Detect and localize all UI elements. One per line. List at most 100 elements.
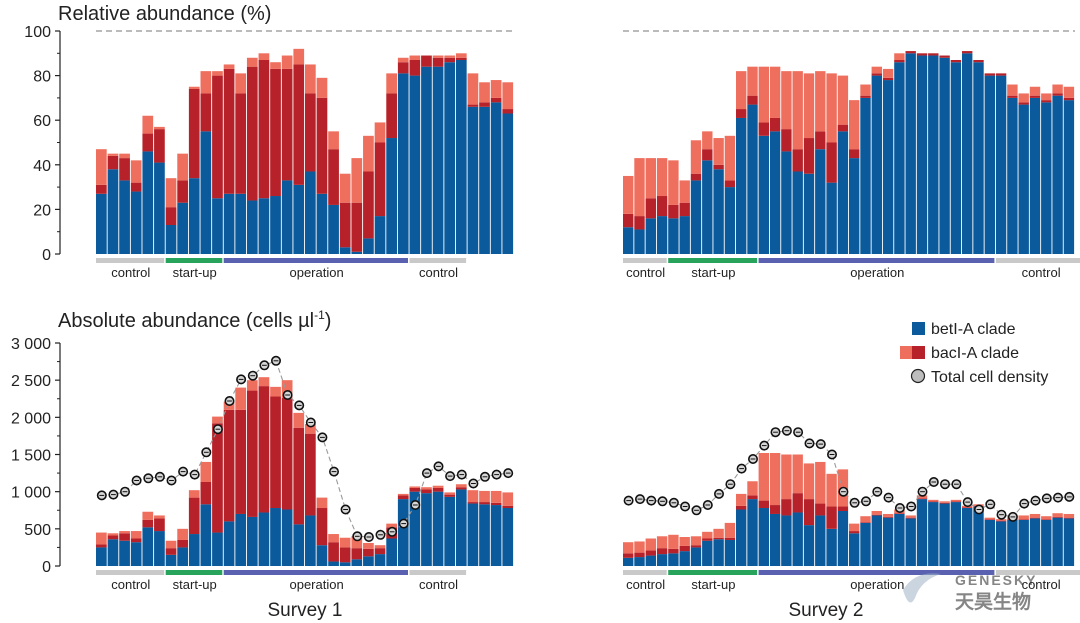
abs1-phase-label-1: start-up bbox=[173, 577, 217, 592]
abs1-bar-14-series-2 bbox=[258, 377, 270, 387]
abs2-bar-22-series-1 bbox=[871, 514, 882, 516]
rel2-bar-2-series-0 bbox=[645, 218, 656, 254]
rel2-bar-18-series-1 bbox=[826, 142, 837, 183]
abs1-phase-label-0: control bbox=[111, 577, 150, 592]
rel1-phase-label-0: control bbox=[111, 265, 150, 280]
rel1-bar-9-series-1 bbox=[200, 93, 212, 132]
abs2-bar-14-series-2 bbox=[781, 454, 792, 500]
abs2-bar-23-series-0 bbox=[882, 517, 894, 566]
rel2-bar-6-series-0 bbox=[690, 180, 702, 254]
rel2-bar-24-series-1 bbox=[894, 59, 905, 63]
rel1-bar-30-series-0 bbox=[444, 62, 456, 254]
absolute-abundance-title: Absolute abundance (cells µl-1) bbox=[58, 308, 331, 332]
rel2-bar-17-series-2 bbox=[815, 71, 826, 132]
rel1-bar-13-series-0 bbox=[246, 200, 258, 254]
rel2-bar-35-series-0 bbox=[1018, 104, 1029, 254]
abs2-bar-2-series-0 bbox=[645, 555, 656, 566]
rel1-bar-32-series-2 bbox=[467, 73, 479, 105]
rel1-bar-26-series-1 bbox=[397, 62, 409, 74]
abs1-bar-23-series-0 bbox=[363, 556, 374, 566]
rel1-bar-33-series-0 bbox=[479, 106, 490, 254]
abs2-bar-39-series-1 bbox=[1063, 517, 1075, 519]
rel2-bar-14-series-1 bbox=[781, 129, 792, 152]
abs1-bar-7-series-1 bbox=[177, 539, 188, 548]
rel2-bar-39-series-1 bbox=[1063, 97, 1075, 101]
rel2-bar-14-series-2 bbox=[781, 71, 792, 130]
rel1-bar-5-series-1 bbox=[154, 129, 165, 163]
abs2-bar-11-series-1 bbox=[747, 495, 758, 500]
legend-swatch-bacI-light bbox=[900, 346, 913, 359]
abs1-bar-5-series-0 bbox=[154, 531, 165, 566]
abs2-bar-33-series-0 bbox=[995, 521, 1007, 566]
abs1-bar-28-series-0 bbox=[421, 493, 432, 566]
abs2-bar-10-series-2 bbox=[736, 493, 747, 506]
rel2-bar-37-series-1 bbox=[1041, 100, 1052, 103]
rel2-bar-22-series-0 bbox=[871, 75, 882, 254]
abs1-ytick-label-4: 2 000 bbox=[11, 410, 51, 427]
rel1-bar-28-series-1 bbox=[421, 55, 432, 67]
rel1-bar-34-series-0 bbox=[490, 102, 502, 254]
abs1-bar-5-series-2 bbox=[154, 515, 165, 519]
rel2-bar-5-series-1 bbox=[679, 202, 690, 217]
rel1-bar-25-series-1 bbox=[386, 93, 397, 139]
rel1-bar-22-series-1 bbox=[351, 202, 363, 252]
abs2-bar-3-series-0 bbox=[656, 554, 668, 566]
rel2-bar-34-series-2 bbox=[1007, 84, 1018, 96]
rel2-bar-2-series-1 bbox=[645, 198, 656, 219]
abs2-bar-22-series-0 bbox=[871, 515, 882, 566]
rel2-bar-16-series-2 bbox=[803, 73, 815, 139]
rel2-bar-17-series-0 bbox=[815, 149, 826, 254]
rel1-phase-bar-3 bbox=[409, 258, 467, 263]
rel1-ytick-label-4: 80 bbox=[33, 69, 51, 86]
rel2-bar-8-series-1 bbox=[713, 164, 724, 170]
abs2-bar-5-series-2 bbox=[679, 537, 690, 546]
rel1-bar-8-series-0 bbox=[188, 178, 200, 254]
rel2-phase-label-2: operation bbox=[850, 265, 904, 280]
rel1-bar-10-series-0 bbox=[212, 198, 223, 254]
abs1-bar-3-series-0 bbox=[130, 542, 142, 566]
abs2-bar-15-series-0 bbox=[792, 512, 803, 566]
rel2-bar-29-series-1 bbox=[950, 59, 962, 63]
rel1-phase-bar-0 bbox=[96, 258, 165, 263]
rel2-bar-4-series-0 bbox=[668, 218, 679, 254]
abs2-bar-23-series-2 bbox=[882, 513, 894, 517]
rel1-ytick-label-2: 40 bbox=[33, 158, 51, 175]
abs1-bar-35-series-0 bbox=[502, 508, 514, 566]
rel2-bar-5-series-0 bbox=[679, 216, 690, 254]
abs2-bar-35-series-0 bbox=[1018, 519, 1029, 566]
rel1-bar-3-series-1 bbox=[130, 182, 142, 192]
rel1-bar-12-series-1 bbox=[235, 93, 247, 194]
abs1-bar-20-series-2 bbox=[328, 534, 339, 543]
rel2-bar-6-series-1 bbox=[690, 173, 702, 181]
abs2-bar-18-series-1 bbox=[826, 506, 837, 529]
rel2-bar-38-series-2 bbox=[1052, 84, 1063, 94]
watermark-en: GENESKY bbox=[955, 572, 1037, 588]
rel2-bar-16-series-0 bbox=[803, 173, 815, 254]
legend-swatch-density bbox=[910, 368, 926, 384]
rel1-bar-13-series-1 bbox=[246, 66, 258, 201]
abs2-bar-36-series-0 bbox=[1029, 518, 1041, 566]
abs1-bar-30-series-0 bbox=[444, 496, 456, 566]
rel1-bar-11-series-0 bbox=[223, 193, 235, 254]
abs2-bar-21-series-1 bbox=[860, 522, 871, 523]
rel2-bar-12-series-1 bbox=[758, 122, 769, 136]
abs1-bar-4-series-2 bbox=[142, 511, 154, 520]
abs1-bar-26-series-2 bbox=[397, 493, 409, 496]
rel2-bar-3-series-0 bbox=[656, 216, 668, 254]
rel2-bar-4-series-2 bbox=[668, 160, 679, 205]
rel1-bar-15-series-0 bbox=[270, 196, 281, 254]
legend-swatch-betI bbox=[912, 322, 925, 335]
rel1-bar-15-series-1 bbox=[270, 68, 281, 197]
abs1-bar-19-series-0 bbox=[316, 545, 328, 566]
rel1-bar-19-series-0 bbox=[316, 193, 328, 254]
rel1-bar-10-series-2 bbox=[212, 71, 223, 76]
rel1-bar-35-series-1 bbox=[502, 109, 514, 114]
rel2-bar-21-series-2 bbox=[860, 84, 871, 96]
rel1-bar-23-series-0 bbox=[363, 238, 374, 254]
rel1-bar-20-series-1 bbox=[328, 149, 339, 205]
abs1-bar-34-series-2 bbox=[490, 490, 502, 503]
rel2-bar-22-series-2 bbox=[871, 66, 882, 74]
rel2-bar-4-series-1 bbox=[668, 204, 679, 219]
rel1-bar-6-series-2 bbox=[165, 178, 177, 208]
abs1-bar-25-series-2 bbox=[386, 523, 397, 528]
